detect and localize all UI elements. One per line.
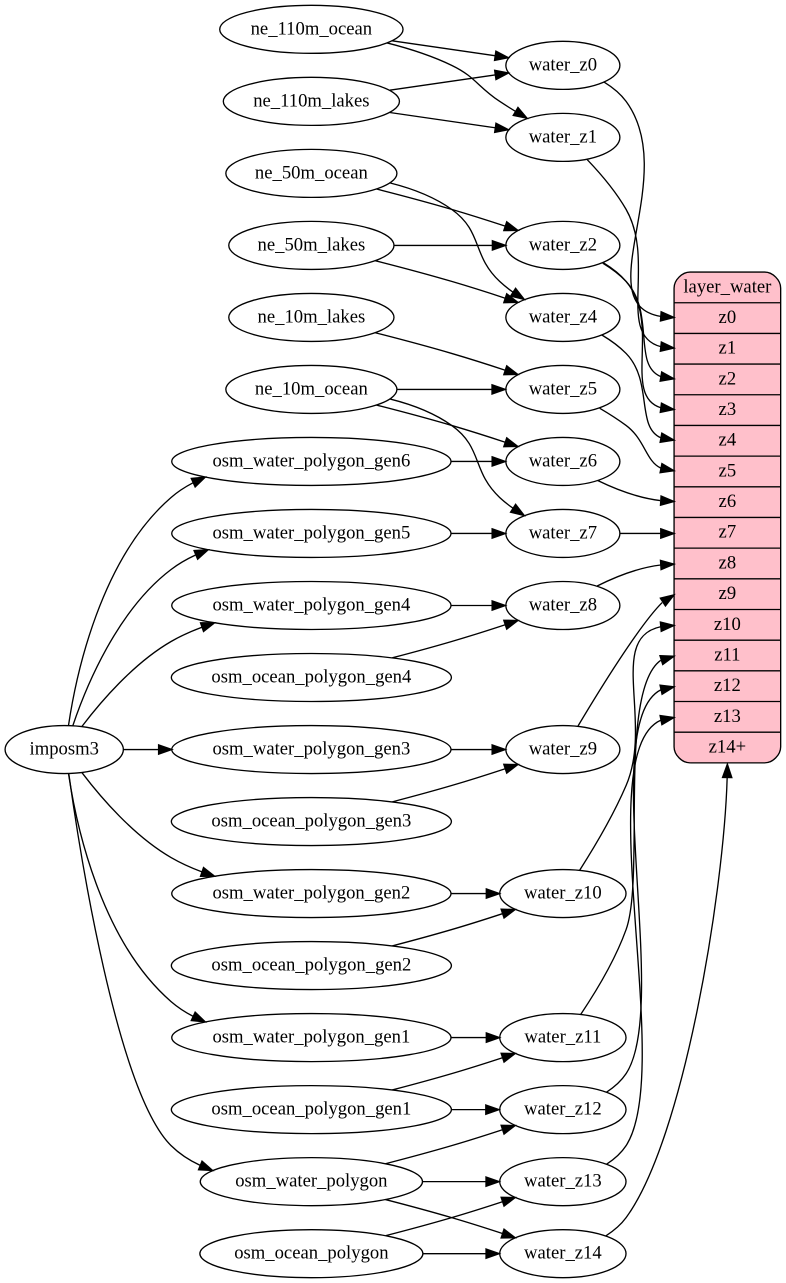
svg-text:water_z0: water_z0 xyxy=(529,54,597,75)
svg-text:water_z4: water_z4 xyxy=(529,306,598,327)
svg-text:water_z6: water_z6 xyxy=(529,450,597,471)
svg-text:z0: z0 xyxy=(719,307,737,328)
svg-text:osm_ocean_polygon_gen3: osm_ocean_polygon_gen3 xyxy=(211,810,411,831)
svg-text:z10: z10 xyxy=(714,614,741,635)
svg-text:z13: z13 xyxy=(714,706,741,727)
svg-text:water_z1: water_z1 xyxy=(529,126,597,147)
svg-text:water_z8: water_z8 xyxy=(529,594,597,615)
svg-text:water_z13: water_z13 xyxy=(524,1171,602,1192)
svg-text:osm_ocean_polygon_gen2: osm_ocean_polygon_gen2 xyxy=(211,955,411,976)
svg-text:ne_50m_lakes: ne_50m_lakes xyxy=(258,234,366,255)
svg-text:ne_110m_ocean: ne_110m_ocean xyxy=(251,18,373,39)
svg-text:water_z10: water_z10 xyxy=(524,882,602,903)
svg-text:water_z14: water_z14 xyxy=(524,1243,602,1264)
svg-text:osm_water_polygon_gen5: osm_water_polygon_gen5 xyxy=(212,522,410,543)
svg-text:z6: z6 xyxy=(719,491,737,512)
svg-text:ne_110m_lakes: ne_110m_lakes xyxy=(253,90,369,111)
svg-text:z9: z9 xyxy=(719,583,737,604)
svg-text:z12: z12 xyxy=(714,675,741,696)
svg-text:z11: z11 xyxy=(714,644,740,665)
svg-text:osm_water_polygon_gen3: osm_water_polygon_gen3 xyxy=(212,738,410,759)
svg-text:osm_water_polygon_gen2: osm_water_polygon_gen2 xyxy=(212,882,410,903)
svg-text:osm_water_polygon: osm_water_polygon xyxy=(235,1171,388,1192)
svg-text:z14+: z14+ xyxy=(709,736,746,757)
svg-text:ne_10m_ocean: ne_10m_ocean xyxy=(255,378,369,399)
svg-text:osm_water_polygon_gen1: osm_water_polygon_gen1 xyxy=(212,1027,410,1048)
svg-text:water_z2: water_z2 xyxy=(529,234,597,255)
svg-text:osm_water_polygon_gen4: osm_water_polygon_gen4 xyxy=(212,594,411,615)
svg-text:layer_water: layer_water xyxy=(683,276,772,297)
svg-text:water_z5: water_z5 xyxy=(529,378,597,399)
svg-text:ne_50m_ocean: ne_50m_ocean xyxy=(255,162,369,183)
svg-text:water_z7: water_z7 xyxy=(529,522,597,543)
svg-text:imposm3: imposm3 xyxy=(30,738,99,759)
svg-text:water_z11: water_z11 xyxy=(524,1027,601,1048)
svg-text:osm_ocean_polygon_gen4: osm_ocean_polygon_gen4 xyxy=(211,666,412,687)
svg-text:z1: z1 xyxy=(719,338,737,359)
svg-text:z2: z2 xyxy=(719,368,737,389)
svg-text:z3: z3 xyxy=(719,399,737,420)
svg-text:z7: z7 xyxy=(719,522,737,543)
svg-text:water_z9: water_z9 xyxy=(529,738,597,759)
svg-text:z5: z5 xyxy=(719,460,737,481)
svg-text:osm_ocean_polygon: osm_ocean_polygon xyxy=(234,1243,389,1264)
svg-text:ne_10m_lakes: ne_10m_lakes xyxy=(258,306,366,327)
svg-text:osm_ocean_polygon_gen1: osm_ocean_polygon_gen1 xyxy=(211,1099,411,1120)
svg-text:z4: z4 xyxy=(719,430,737,451)
svg-text:z8: z8 xyxy=(719,552,737,573)
svg-text:water_z12: water_z12 xyxy=(524,1099,602,1120)
svg-text:osm_water_polygon_gen6: osm_water_polygon_gen6 xyxy=(212,450,410,471)
